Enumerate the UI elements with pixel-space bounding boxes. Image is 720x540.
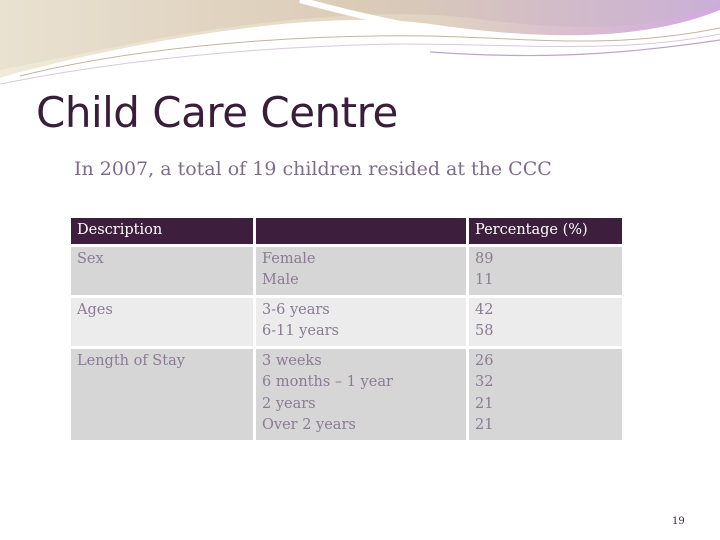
category-value: 3-6 years [262,301,330,318]
row-categories: 3 weeks 6 months – 1 year 2 years Over 2… [256,348,466,440]
category-value: 6-11 years [262,323,339,339]
table-row: Sex Female Male 89 11 [71,246,622,295]
header-swoosh-decoration [0,0,720,85]
row-description: Length of Stay [71,348,253,440]
slide-title: Child Care Centre [36,88,398,137]
slide-subtitle: In 2007, a total of 19 children resided … [74,158,552,180]
percentage-value: 11 [475,272,494,288]
row-percentages: 26 32 21 21 [469,348,622,440]
percentage-value: 21 [475,417,494,433]
page-number: 19 [672,516,685,527]
category-value: Over 2 years [262,417,356,433]
row-description: Ages [71,297,253,346]
header-category [256,218,466,244]
row-categories: 3-6 years 6-11 years [256,297,466,346]
category-value: 6 months – 1 year [262,374,393,390]
table-row: Ages 3-6 years 6-11 years 42 58 [71,297,622,346]
table-header-row: Description Percentage (%) [71,218,622,244]
statistics-table: Description Percentage (%) Sex Female Ma… [68,215,625,443]
header-percentage: Percentage (%) [469,218,622,244]
percentage-value: 26 [475,352,494,369]
percentage-value: 21 [475,395,494,412]
category-value: 2 years [262,395,316,412]
category-value: Female [262,250,316,267]
table-row: Length of Stay 3 weeks 6 months – 1 year… [71,348,622,440]
header-description: Description [71,218,253,244]
row-percentages: 89 11 [469,246,622,295]
category-value: 3 weeks [262,352,322,369]
row-categories: Female Male [256,246,466,295]
row-percentages: 42 58 [469,297,622,346]
percentage-value: 42 [475,301,494,318]
percentage-value: 89 [475,250,494,267]
percentage-value: 58 [475,323,494,339]
percentage-value: 32 [475,374,494,390]
category-value: Male [262,272,299,288]
row-description: Sex [71,246,253,295]
